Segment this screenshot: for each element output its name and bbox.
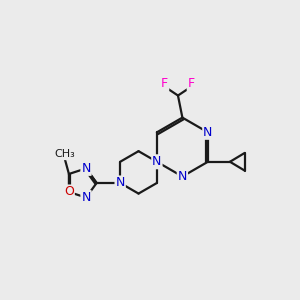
Text: F: F bbox=[161, 77, 168, 90]
Text: N: N bbox=[81, 191, 91, 204]
Text: N: N bbox=[178, 170, 187, 183]
Text: N: N bbox=[81, 162, 91, 175]
Text: N: N bbox=[152, 155, 162, 168]
Text: N: N bbox=[203, 126, 213, 139]
Text: CH₃: CH₃ bbox=[54, 149, 75, 159]
Text: N: N bbox=[116, 176, 125, 190]
Text: F: F bbox=[188, 77, 195, 90]
Text: O: O bbox=[64, 185, 74, 199]
